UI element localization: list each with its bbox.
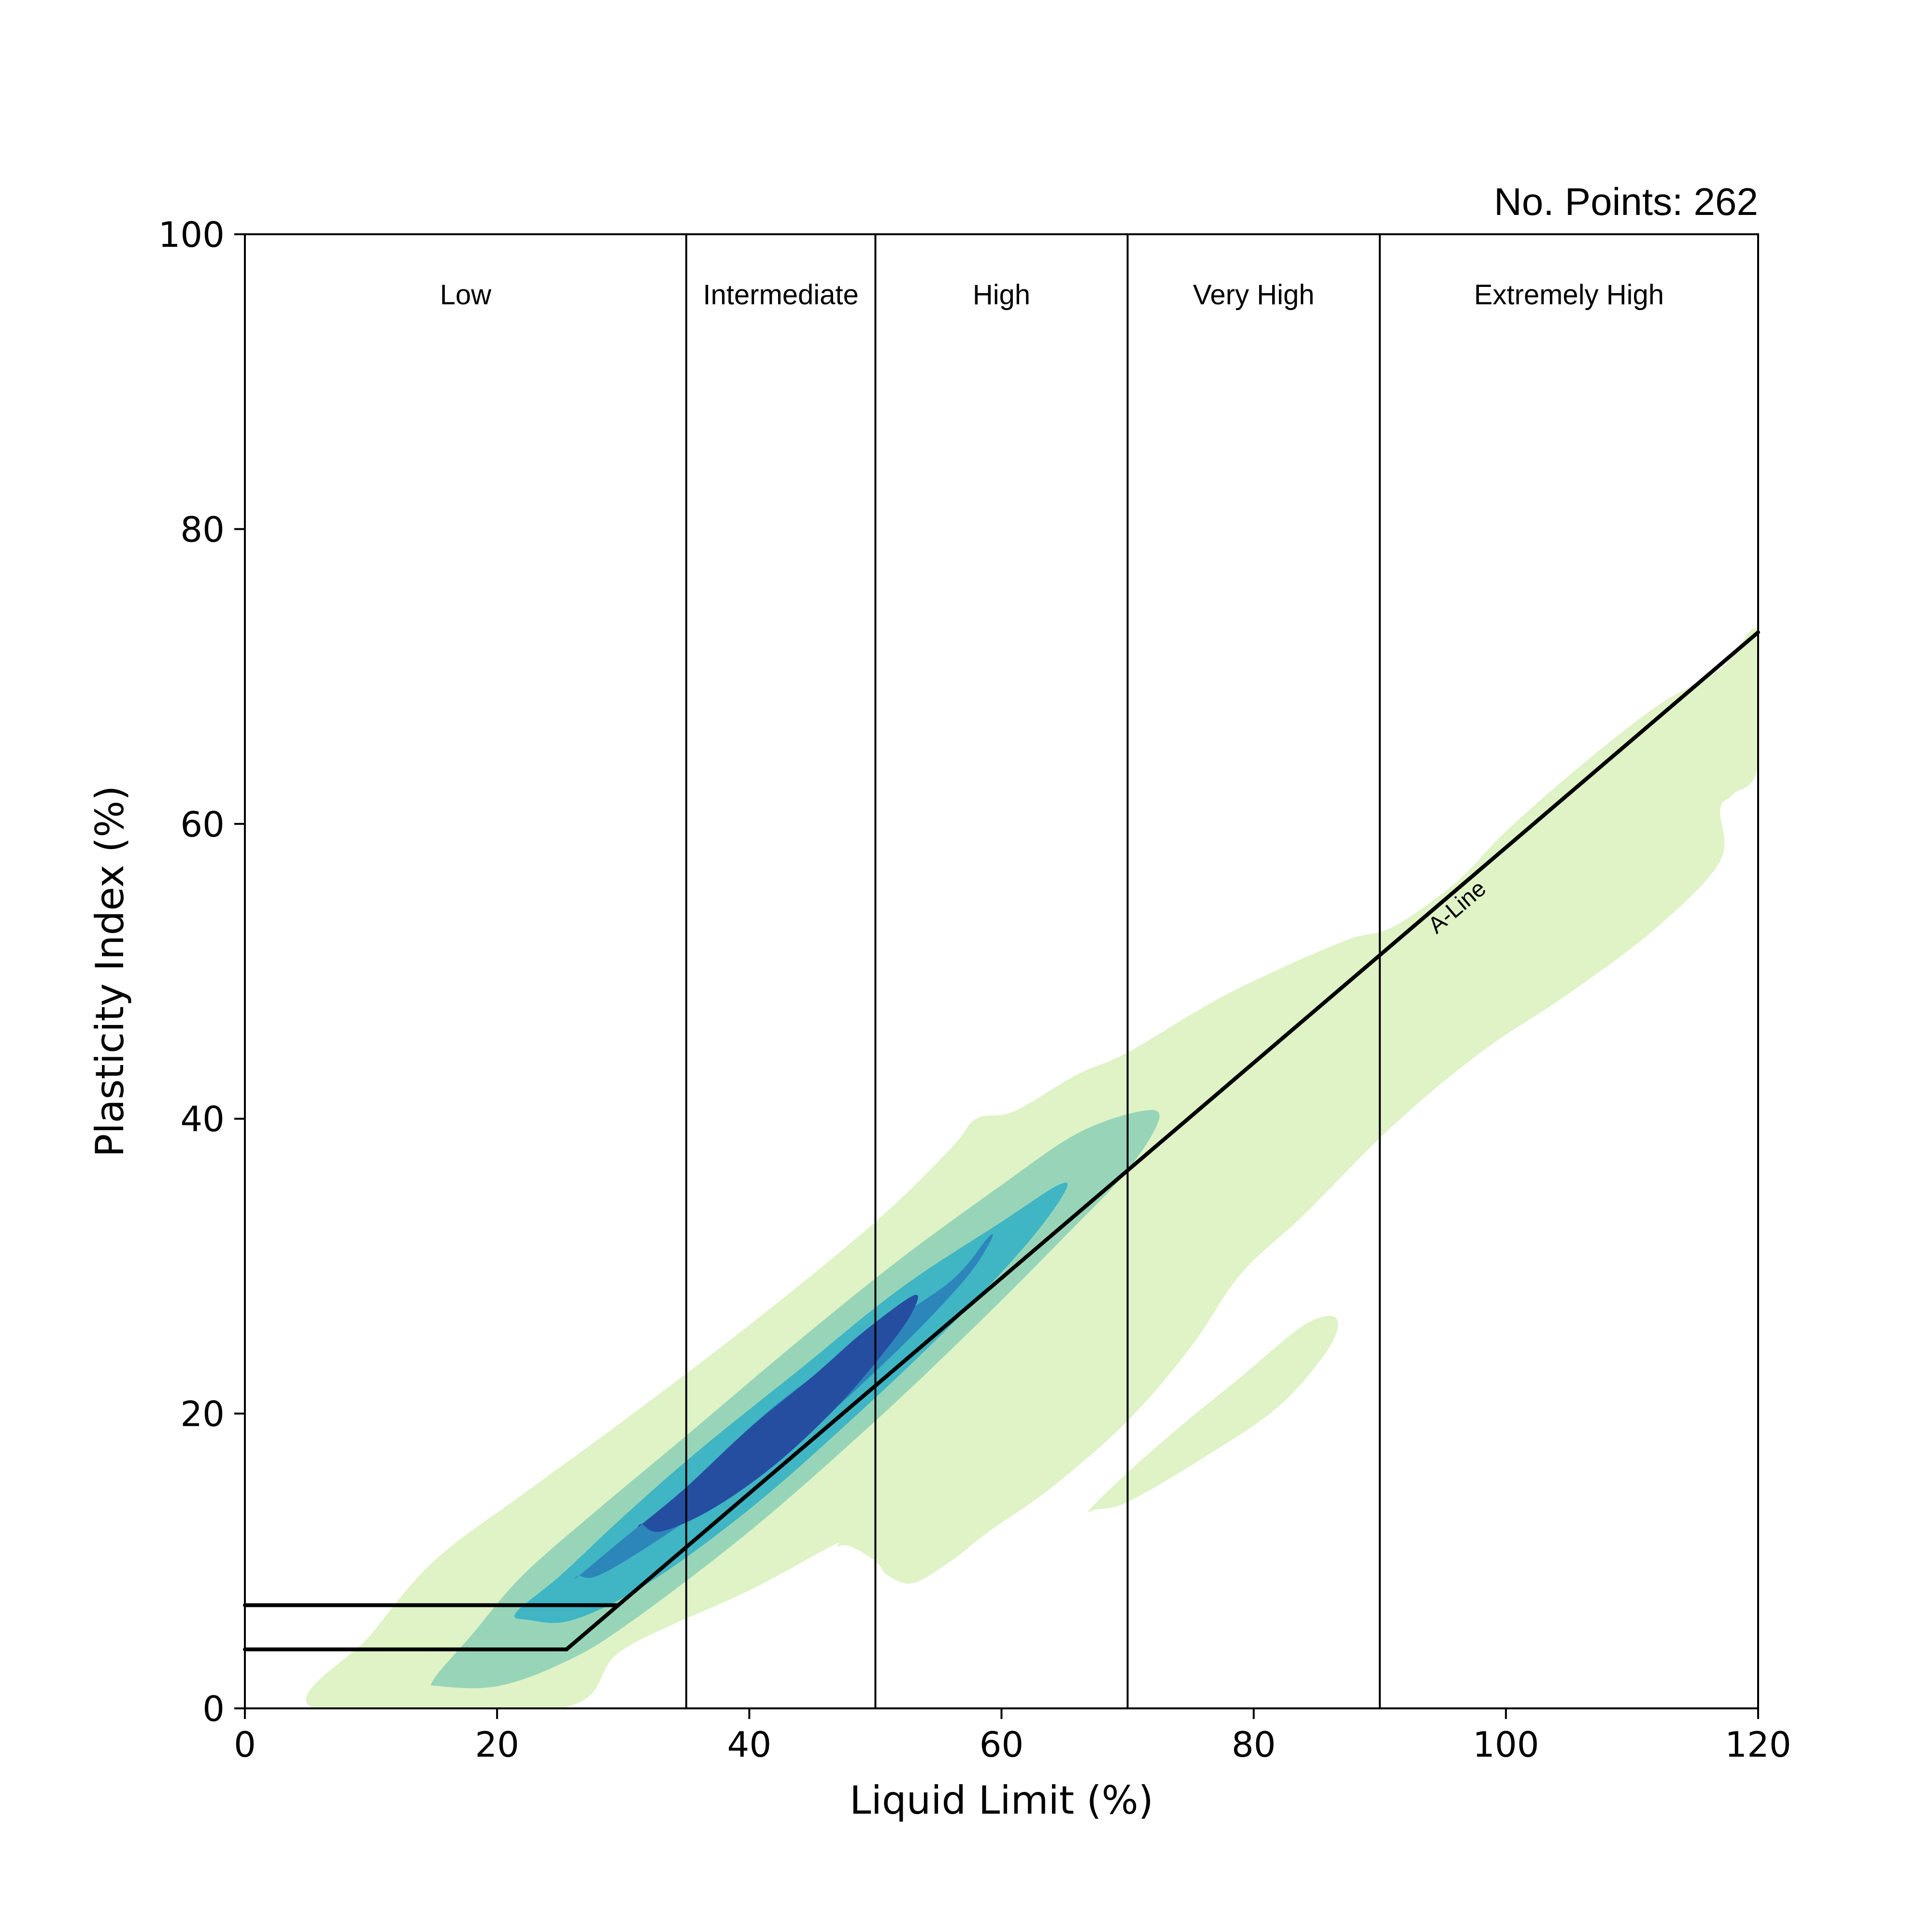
- region-labels: Low Intermediate High Very High Extremely Hi…: [440, 279, 1664, 311]
- x-axis-label: Liquid Limit (%): [850, 1778, 1153, 1823]
- x-tick-label-120: 120: [1725, 1724, 1791, 1765]
- a-line: [564, 630, 1760, 1651]
- y-tick-label-80: 80: [180, 509, 225, 550]
- y-tick-label-100: 100: [158, 214, 225, 255]
- x-tick-label-80: 80: [1232, 1724, 1276, 1765]
- region-label-1: Intermediate: [703, 279, 858, 311]
- x-tick-label-60: 60: [980, 1724, 1024, 1765]
- x-tick-label-100: 100: [1473, 1724, 1539, 1765]
- region-label-0: Low: [440, 279, 492, 311]
- density-contours: [306, 628, 1758, 1708]
- region-label-4: Extremely High: [1474, 279, 1664, 311]
- region-label-3: Very High: [1193, 279, 1314, 311]
- y-tick-label-40: 40: [180, 1099, 225, 1139]
- density-region-level-1: [1087, 1316, 1338, 1513]
- y-axis-label: Plasticity Index (%): [87, 785, 132, 1157]
- y-tick-label-0: 0: [202, 1689, 225, 1729]
- x-tick-label-40: 40: [727, 1724, 772, 1765]
- x-tick-label-0: 0: [234, 1724, 256, 1765]
- region-label-2: High: [973, 279, 1030, 311]
- reference-lines: [243, 630, 1760, 1651]
- y-tick-label-20: 20: [180, 1394, 225, 1435]
- point-count: No. Points: 262: [1494, 180, 1758, 223]
- x-tick-label-20: 20: [475, 1724, 519, 1765]
- y-tick-label-60: 60: [180, 804, 225, 845]
- density-region-level-5: [638, 1294, 918, 1532]
- axis-ticks: 0 20 40 60 80 100 120 0 20 40 60 80 100: [158, 214, 1791, 1765]
- plasticity-boundaries: [685, 234, 1381, 1708]
